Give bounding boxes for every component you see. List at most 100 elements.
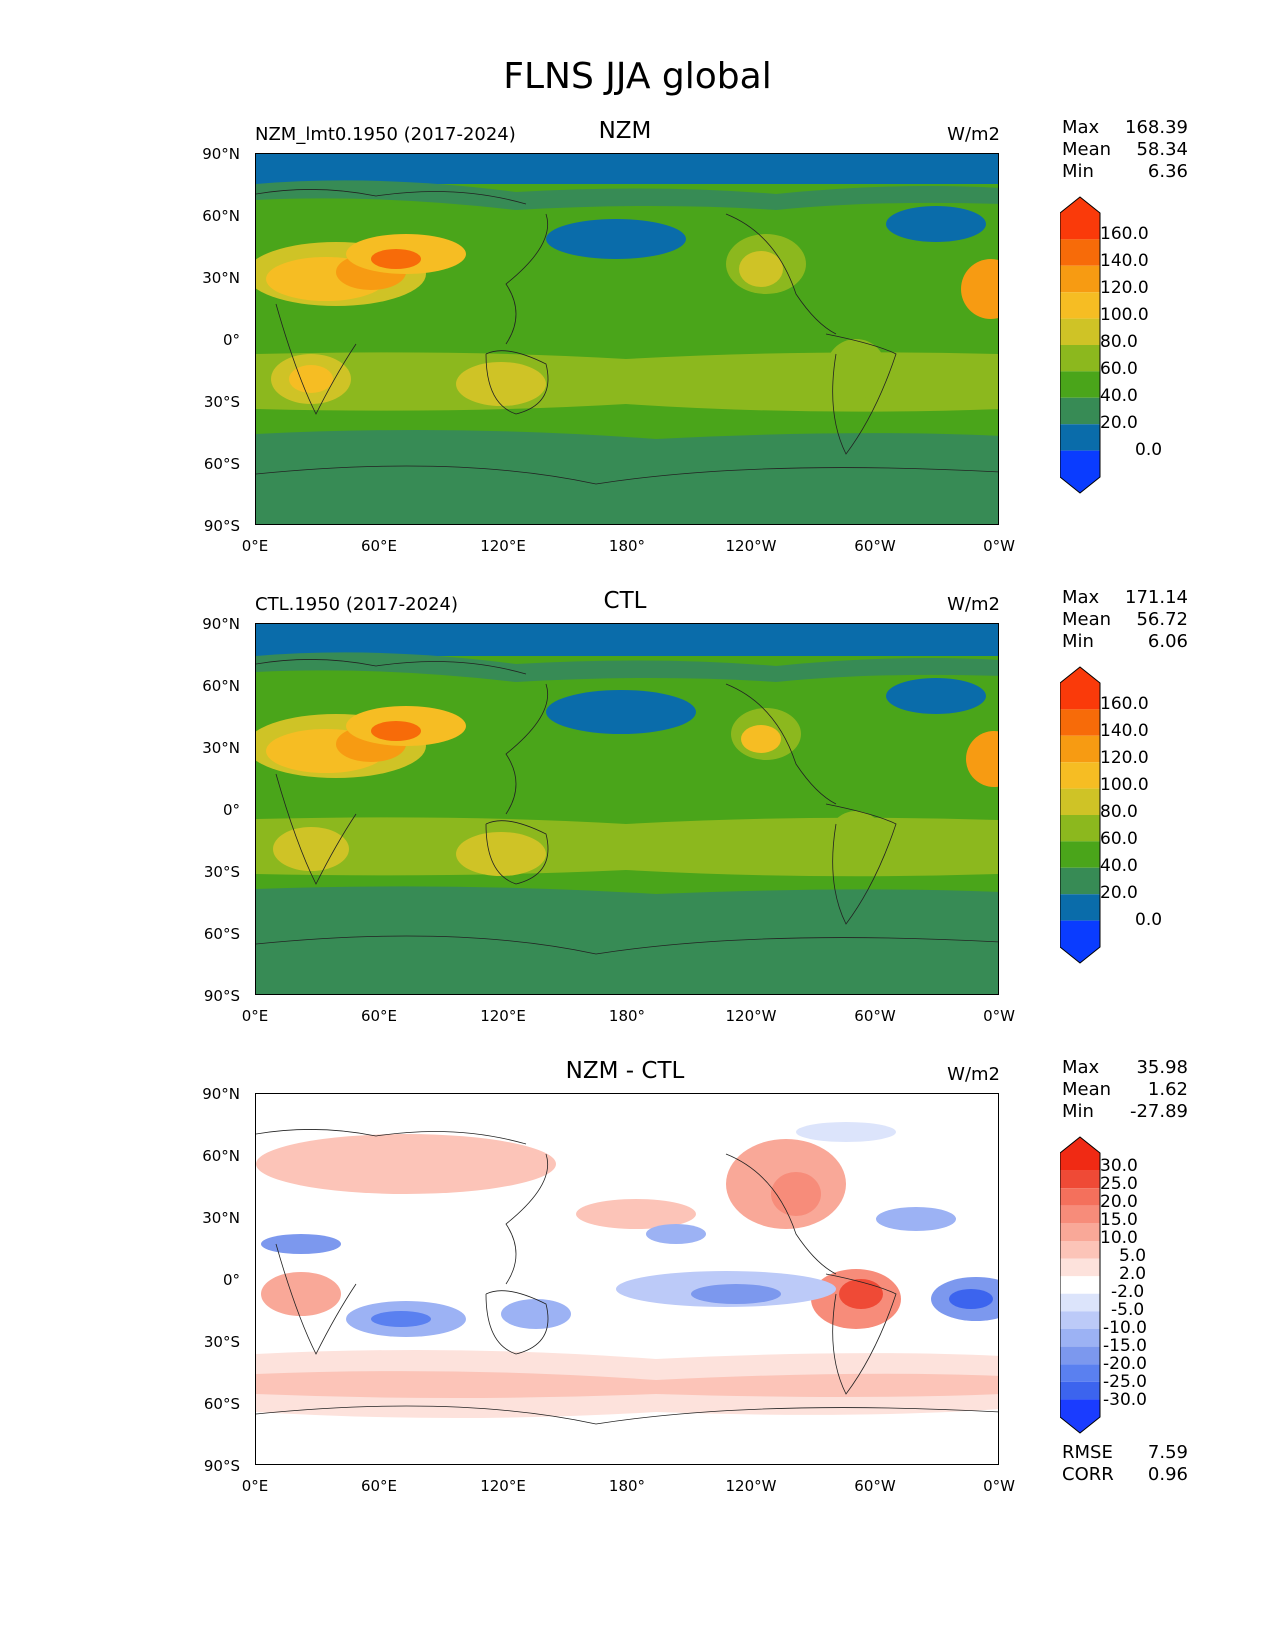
stat-max-label: Max xyxy=(1062,1057,1100,1078)
panel-nzm: NZM_lmt0.1950 (2017-2024) NZM W/m2 Max 16… xyxy=(0,0,1275,555)
x-tick: 120°W xyxy=(725,1477,777,1495)
samer-hot xyxy=(826,339,886,399)
band-subtrop-s xyxy=(256,352,998,412)
stat-min: 6.36 xyxy=(1147,161,1188,182)
neg-africa-n xyxy=(261,1234,341,1254)
y-tick: 30°S xyxy=(203,863,240,881)
cb-tick: 120.0 xyxy=(1100,748,1149,768)
stat-mean: 1.62 xyxy=(1147,1079,1188,1100)
cb-tick: 80.0 xyxy=(1100,802,1138,822)
aus-hot xyxy=(456,362,546,406)
x-tick: 0°W xyxy=(983,1007,1015,1025)
y-tick: 30°S xyxy=(203,1333,240,1351)
cb-tick: 0.0 xyxy=(1135,910,1163,930)
x-tick: 120°W xyxy=(725,537,777,555)
colorbar-segment xyxy=(1060,318,1100,345)
x-tick: 120°E xyxy=(480,1477,526,1495)
safrica-hotter xyxy=(289,365,333,393)
colorbar-segment xyxy=(1060,1188,1100,1206)
colorbar-segment xyxy=(1060,1137,1100,1171)
colorbar-segment xyxy=(1060,424,1100,451)
colorbar-segment xyxy=(1060,1381,1100,1400)
x-tick: 0°W xyxy=(983,1477,1015,1495)
y-tick: 0° xyxy=(222,1271,240,1289)
rmse-label: RMSE xyxy=(1062,1442,1113,1463)
colorbar-segment xyxy=(1060,1364,1100,1382)
stat-min-label: Min xyxy=(1062,161,1094,182)
x-tick: 0°E xyxy=(241,537,269,555)
x-tick: 0°E xyxy=(241,1007,269,1025)
colorbar-segment xyxy=(1060,1346,1100,1365)
band-southern-ocean xyxy=(256,886,998,994)
band-arctic xyxy=(256,154,998,184)
stat-max-label: Max xyxy=(1062,117,1100,138)
cb-tick: 2.0 xyxy=(1119,1264,1147,1284)
stat-mean-label: Mean xyxy=(1062,609,1112,630)
panel-left-title: NZM_lmt0.1950 (2017-2024) xyxy=(255,124,516,145)
cb-tick: 20.0 xyxy=(1100,1192,1138,1212)
pos-southern-core xyxy=(256,1371,998,1398)
x-tick: 60°E xyxy=(360,537,398,555)
colorbar-segment xyxy=(1060,667,1100,710)
stats-box: Max 171.14 Mean 56.72 Min 6.06 xyxy=(1062,587,1188,653)
cb-tick: -2.0 xyxy=(1111,1282,1145,1302)
y-tick: 60°N xyxy=(202,207,240,225)
colorbar-segment xyxy=(1060,1170,1100,1189)
pos-npac xyxy=(576,1199,696,1229)
x-tick: 60°E xyxy=(360,1007,398,1025)
cb-tick: 40.0 xyxy=(1100,856,1138,876)
x-tick: 180° xyxy=(608,1007,646,1025)
coastlines xyxy=(256,659,998,955)
colorbar-segment xyxy=(1060,1293,1100,1312)
y-tick: 30°N xyxy=(202,1209,240,1227)
y-tick: 90°S xyxy=(203,987,240,1005)
neg-npac xyxy=(646,1224,706,1244)
band-arctic-edge xyxy=(256,652,998,682)
colorbar-abs-2 xyxy=(1059,666,1101,964)
cb-tick: 100.0 xyxy=(1100,305,1149,325)
y-tick: 60°N xyxy=(202,677,240,695)
colorbar-segment xyxy=(1060,397,1100,425)
namer-hotter xyxy=(739,251,783,287)
cb-tick: 60.0 xyxy=(1100,359,1138,379)
cb-tick: 160.0 xyxy=(1100,224,1149,244)
y-tick: 90°S xyxy=(203,517,240,535)
y-tick: 30°N xyxy=(202,269,240,287)
stat-min-label: Min xyxy=(1062,1101,1094,1122)
pos-africa xyxy=(261,1272,341,1316)
stat-mean: 58.34 xyxy=(1136,139,1188,160)
panel-units: W/m2 xyxy=(947,124,1000,145)
x-tick: 120°E xyxy=(480,537,526,555)
y-tick: 90°N xyxy=(202,145,240,163)
colorbar xyxy=(1059,665,1108,969)
natl-low xyxy=(886,206,986,242)
panel-center-title: NZM - CTL xyxy=(565,1058,685,1084)
colorbar-segment xyxy=(1060,197,1100,240)
panel-units: W/m2 xyxy=(947,1064,1000,1085)
stat-min-label: Min xyxy=(1062,631,1094,652)
safrica-hot xyxy=(273,827,349,871)
colorbar-segment xyxy=(1060,345,1100,372)
npac-low xyxy=(546,219,686,259)
x-tick: 60°W xyxy=(854,1007,896,1025)
colorbar-segment xyxy=(1060,1241,1100,1259)
colorbar-segment xyxy=(1060,815,1100,842)
pos-samer-core xyxy=(839,1279,883,1309)
panel-center-title: NZM xyxy=(598,118,652,144)
stat-max-label: Max xyxy=(1062,587,1100,608)
cb-tick: 5.0 xyxy=(1119,1246,1147,1266)
x-tick: 60°W xyxy=(854,1477,896,1495)
panel-units: W/m2 xyxy=(947,594,1000,615)
y-tick: 60°S xyxy=(203,1395,240,1413)
npac-low xyxy=(546,690,696,734)
neg-aus xyxy=(501,1299,571,1329)
colorbar-segment xyxy=(1060,841,1100,868)
x-tick: 60°E xyxy=(360,1477,398,1495)
colorbar-segment xyxy=(1060,1258,1100,1277)
neg-indian-core xyxy=(371,1311,431,1327)
pos-namer-core xyxy=(771,1172,821,1216)
colorbar-outline xyxy=(1059,1136,1101,1434)
cb-tick: 120.0 xyxy=(1100,278,1149,298)
iran-hot xyxy=(371,721,421,741)
neg-arctic xyxy=(796,1122,896,1142)
